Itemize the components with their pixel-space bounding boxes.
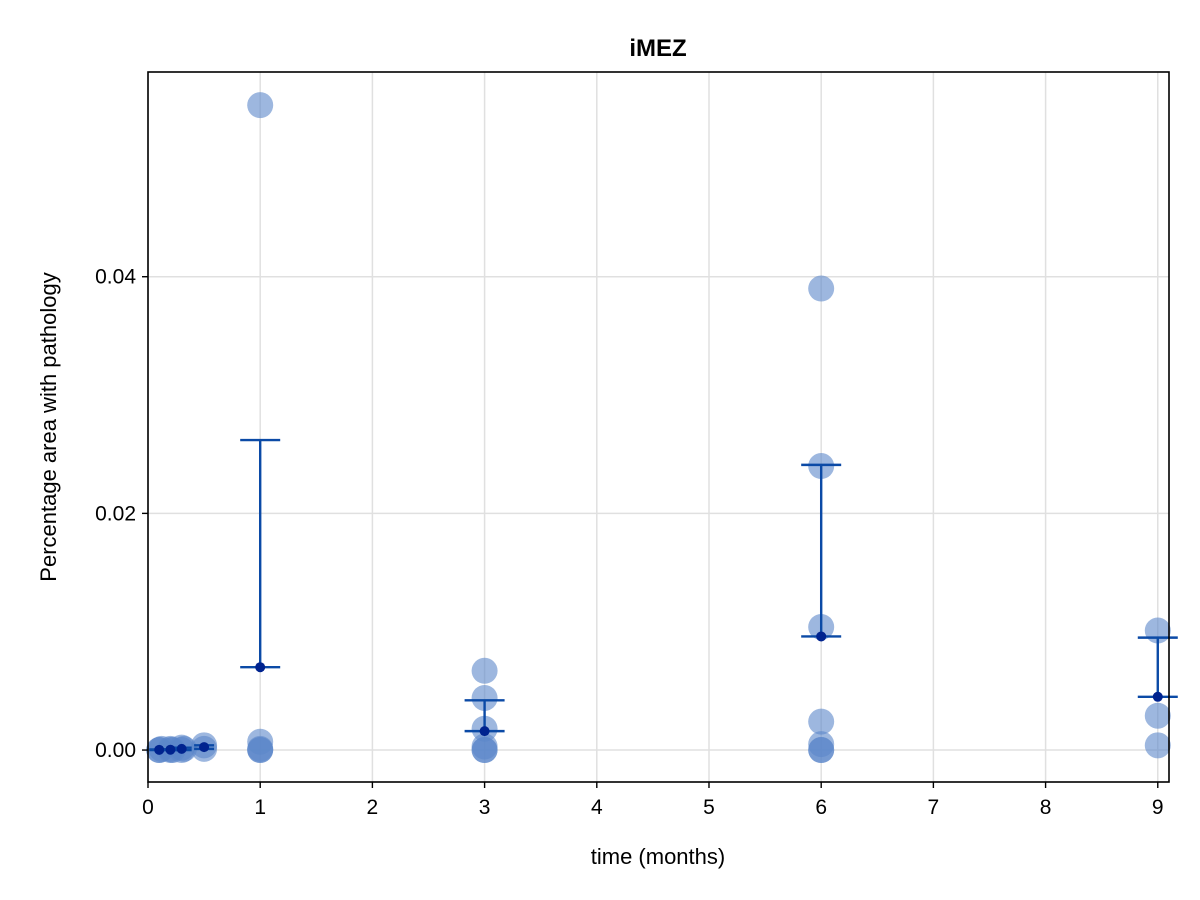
x-tick-label: 3 xyxy=(479,796,491,819)
plot-frame xyxy=(147,71,1170,783)
data-point xyxy=(808,275,835,302)
error-bars xyxy=(149,438,1178,752)
data-point xyxy=(1144,702,1171,729)
x-tick-label: 7 xyxy=(928,796,940,819)
x-tick-label: 0 xyxy=(142,796,154,819)
mean-marker xyxy=(1152,691,1163,702)
data-point xyxy=(1144,732,1171,759)
x-tick-label: 1 xyxy=(254,796,266,819)
data-point xyxy=(471,684,498,711)
y-axis-ticks: 0.00 0.02 0.04 xyxy=(95,266,148,762)
x-tick-label: 4 xyxy=(591,796,603,819)
data-point xyxy=(247,737,274,764)
y-axis-label: Percentage area with pathology xyxy=(36,272,61,581)
x-tick-label: 2 xyxy=(367,796,379,819)
data-point xyxy=(808,737,835,764)
mean-marker xyxy=(255,662,266,673)
mean-marker xyxy=(479,726,490,737)
data-points xyxy=(146,92,1171,764)
x-axis-ticks: 0 1 2 3 4 5 6 7 8 9 xyxy=(142,782,1164,819)
mean-marker xyxy=(154,744,165,755)
data-point xyxy=(471,657,498,684)
data-point xyxy=(471,737,498,764)
x-tick-label: 5 xyxy=(703,796,715,819)
mean-marker xyxy=(165,744,176,755)
mean-marker xyxy=(816,631,827,642)
y-tick-label: 0.02 xyxy=(95,502,136,525)
x-tick-label: 6 xyxy=(815,796,827,819)
grid xyxy=(147,72,1169,782)
mean-marker xyxy=(199,742,210,753)
data-point xyxy=(808,708,835,735)
error-bar xyxy=(240,438,281,669)
y-tick-label: 0.00 xyxy=(95,739,136,762)
mean-marker xyxy=(176,743,187,754)
x-axis-label: time (months) xyxy=(591,844,725,869)
error-bar xyxy=(1137,636,1178,698)
chart-title: iMEZ xyxy=(629,35,686,62)
x-tick-label: 9 xyxy=(1152,796,1164,819)
data-point xyxy=(247,92,274,119)
y-tick-label: 0.04 xyxy=(95,266,136,289)
mean-markers xyxy=(154,631,1163,755)
x-tick-label: 8 xyxy=(1040,796,1052,819)
error-bar xyxy=(801,463,842,638)
